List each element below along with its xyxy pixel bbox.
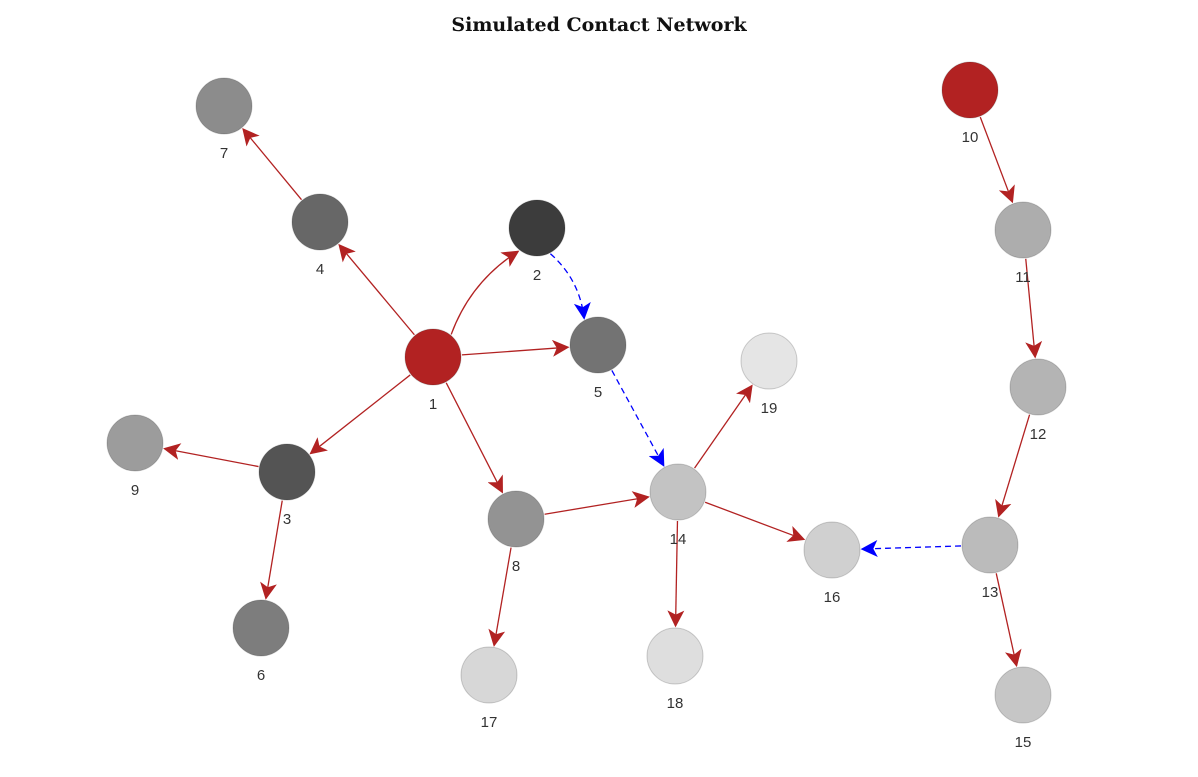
edge-5-to-14 [611, 370, 665, 467]
node-5-circle[interactable] [569, 316, 627, 374]
node-18-circle[interactable] [646, 627, 704, 685]
edge-3-to-6 [260, 500, 283, 600]
node-8-circle[interactable] [487, 490, 545, 548]
node-10[interactable]: 10 [941, 61, 999, 146]
node-16[interactable]: 16 [803, 521, 861, 606]
edge-11-to-12 [1025, 258, 1043, 359]
edge-1-to-4 [338, 243, 415, 336]
node-2-label: 2 [533, 267, 541, 284]
node-4[interactable]: 4 [291, 193, 349, 278]
node-7-label: 7 [220, 145, 228, 162]
node-3-label: 3 [283, 511, 291, 528]
node-12-circle[interactable] [1009, 358, 1067, 416]
node-4-circle[interactable] [291, 193, 349, 251]
node-16-circle[interactable] [803, 521, 861, 579]
node-3[interactable]: 3 [258, 443, 316, 528]
node-11[interactable]: 11 [994, 201, 1052, 286]
edges-layer [163, 116, 1043, 668]
edge-3-to-9 [163, 443, 259, 468]
node-1[interactable]: 1 [404, 328, 462, 413]
node-2-circle[interactable] [508, 199, 566, 257]
node-11-label: 11 [1015, 269, 1031, 286]
edge-13-to-15 [995, 573, 1022, 668]
edge-10-to-11 [979, 116, 1015, 204]
edge-8-to-17 [488, 547, 512, 647]
node-7[interactable]: 7 [195, 77, 253, 162]
node-19-label: 19 [761, 400, 778, 417]
node-3-circle[interactable] [258, 443, 316, 501]
node-13[interactable]: 13 [961, 516, 1019, 601]
node-18[interactable]: 18 [646, 627, 704, 712]
edge-14-to-16 [704, 501, 806, 542]
edge-4-to-7 [242, 128, 303, 201]
diagram-title: Simulated Contact Network [451, 14, 747, 36]
node-11-circle[interactable] [994, 201, 1052, 259]
node-8[interactable]: 8 [487, 490, 545, 575]
node-16-label: 16 [824, 589, 841, 606]
edge-14-to-19 [694, 384, 753, 469]
node-4-label: 4 [316, 261, 324, 278]
node-14[interactable]: 14 [649, 463, 707, 548]
node-9[interactable]: 9 [106, 414, 164, 499]
node-2[interactable]: 2 [508, 199, 566, 284]
node-1-circle[interactable] [404, 328, 462, 386]
node-18-label: 18 [667, 695, 684, 712]
node-19[interactable]: 19 [740, 332, 798, 417]
edge-12-to-13 [995, 414, 1031, 518]
node-9-label: 9 [131, 482, 139, 499]
node-10-circle[interactable] [941, 61, 999, 119]
node-19-circle[interactable] [740, 332, 798, 390]
edge-13-to-16 [860, 540, 962, 558]
node-17[interactable]: 17 [460, 646, 518, 731]
node-17-circle[interactable] [460, 646, 518, 704]
node-7-circle[interactable] [195, 77, 253, 135]
node-12-label: 12 [1030, 426, 1047, 443]
edge-8-to-14 [544, 491, 650, 515]
edge-1-to-8 [445, 382, 503, 494]
node-6-circle[interactable] [232, 599, 290, 657]
node-6[interactable]: 6 [232, 599, 290, 684]
node-5[interactable]: 5 [569, 316, 627, 401]
node-13-label: 13 [982, 584, 999, 601]
node-6-label: 6 [257, 667, 265, 684]
edge-1-to-5 [461, 339, 570, 357]
node-14-circle[interactable] [649, 463, 707, 521]
edge-1-to-3 [309, 374, 411, 455]
node-8-label: 8 [512, 558, 520, 575]
node-5-label: 5 [594, 384, 602, 401]
edge-1-to-2 [450, 250, 520, 335]
node-10-label: 10 [962, 129, 979, 146]
edge-2-to-5 [549, 253, 591, 320]
node-13-circle[interactable] [961, 516, 1019, 574]
node-15-label: 15 [1015, 734, 1032, 751]
node-9-circle[interactable] [106, 414, 164, 472]
edge-14-to-18 [667, 520, 685, 628]
node-12[interactable]: 12 [1009, 358, 1067, 443]
node-1-label: 1 [429, 396, 437, 413]
node-15-circle[interactable] [994, 666, 1052, 724]
node-14-label: 14 [670, 531, 687, 548]
node-17-label: 17 [481, 714, 498, 731]
node-15[interactable]: 15 [994, 666, 1052, 751]
